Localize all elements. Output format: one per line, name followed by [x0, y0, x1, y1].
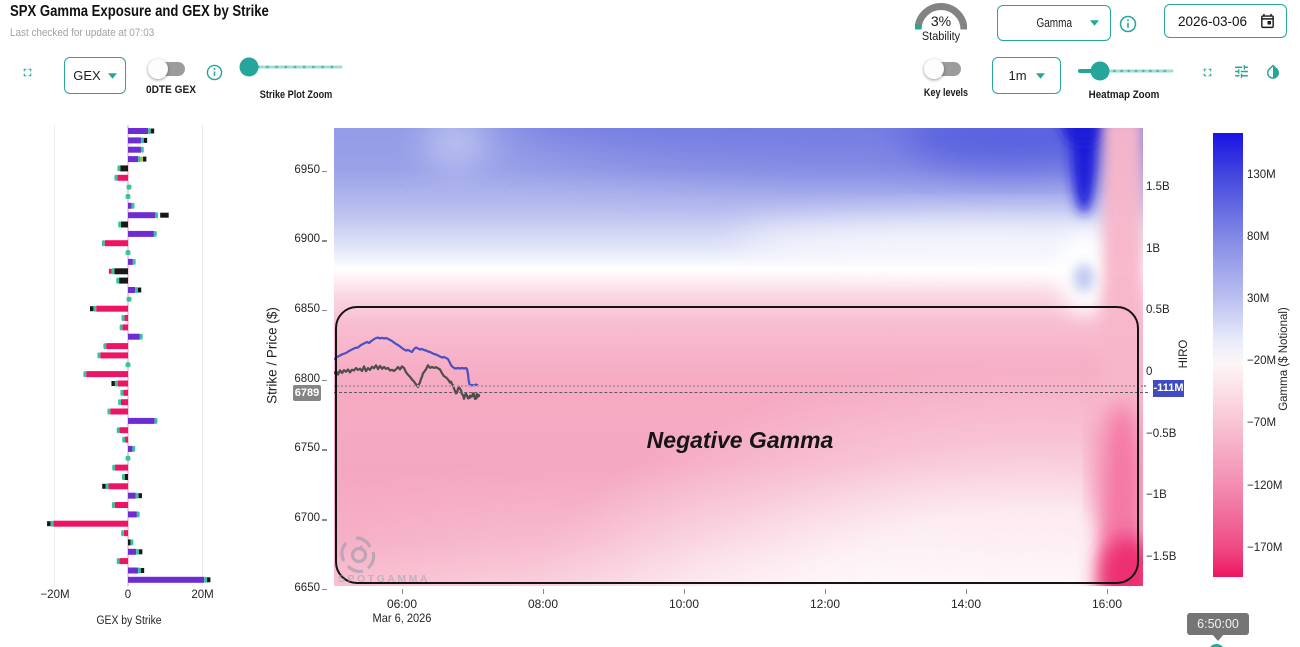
svg-text:SPOTGAMMA: SPOTGAMMA — [338, 573, 430, 585]
